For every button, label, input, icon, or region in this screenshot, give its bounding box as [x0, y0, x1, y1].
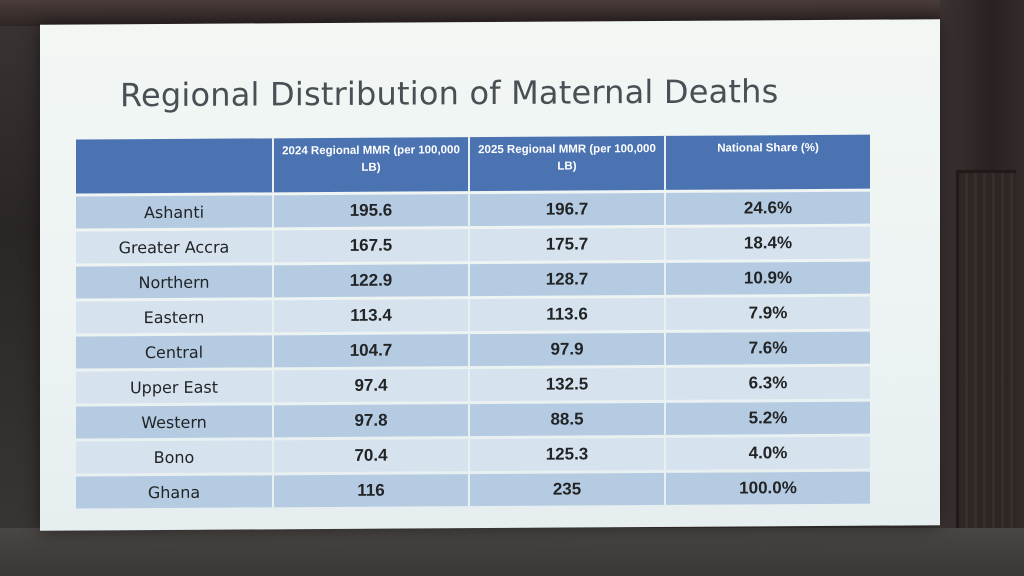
mmr-2025-value: 97.9	[470, 332, 666, 367]
national-share-value: 6.3%	[666, 366, 870, 400]
room-wall-right	[940, 0, 1024, 576]
table-row: Western 97.8 88.5 5.2%	[76, 401, 870, 439]
region-name: Western	[76, 405, 274, 439]
national-share-value: 24.6%	[666, 191, 870, 225]
mmr-2024-value: 122.9	[274, 264, 470, 298]
region-name: Central	[76, 335, 274, 369]
room-floor-area	[0, 528, 1024, 576]
mmr-2025-value: 196.7	[470, 192, 666, 227]
national-share-value: 7.9%	[666, 296, 870, 330]
national-share-value: 18.4%	[666, 226, 870, 260]
table-row: Central 104.7 97.9 7.6%	[76, 331, 870, 369]
region-name: Ghana	[76, 475, 274, 509]
mmr-2024-value: 195.6	[274, 194, 470, 228]
mmr-2025-value: 128.7	[470, 262, 666, 297]
mmr-2024-value: 104.7	[274, 334, 470, 368]
national-share-value: 100.0%	[666, 471, 870, 505]
region-name: Upper East	[76, 370, 274, 404]
projection-screen: Regional Distribution of Maternal Deaths…	[40, 19, 940, 531]
mmr-2024-value: 167.5	[274, 229, 470, 263]
header-mmr-2025: 2025 Regional MMR (per 100,000 LB)	[470, 135, 666, 192]
table-row: Upper East 97.4 132.5 6.3%	[76, 366, 870, 404]
national-share-value: 10.9%	[666, 261, 870, 295]
national-share-value: 4.0%	[666, 436, 870, 470]
mmr-2024-value: 70.4	[274, 439, 470, 473]
region-name: Greater Accra	[76, 230, 274, 264]
region-name: Northern	[76, 265, 274, 299]
mmr-2025-value: 88.5	[470, 402, 666, 437]
mmr-2025-value: 125.3	[470, 437, 666, 472]
mmr-2024-value: 97.4	[274, 369, 470, 403]
table-row: Northern 122.9 128.7 10.9%	[76, 261, 870, 299]
table-row: Bono 70.4 125.3 4.0%	[76, 436, 870, 474]
wall-panel	[956, 170, 1016, 576]
header-mmr-2024: 2024 Regional MMR (per 100,000 LB)	[274, 137, 470, 193]
region-name: Ashanti	[76, 195, 274, 229]
slide-title: Regional Distribution of Maternal Deaths	[120, 72, 779, 115]
table-row: Ghana 116 235 100.0%	[76, 471, 870, 509]
table-header-row: 2024 Regional MMR (per 100,000 LB) 2025 …	[76, 134, 870, 194]
header-region	[76, 138, 274, 194]
region-name: Eastern	[76, 300, 274, 334]
mmr-2024-value: 113.4	[274, 299, 470, 333]
mmr-2025-value: 132.5	[470, 367, 666, 402]
maternal-deaths-table: 2024 Regional MMR (per 100,000 LB) 2025 …	[76, 132, 870, 512]
region-name: Bono	[76, 440, 274, 474]
mmr-2025-value: 175.7	[470, 227, 666, 262]
national-share-value: 7.6%	[666, 331, 870, 365]
table-row: Ashanti 195.6 196.7 24.6%	[76, 191, 870, 229]
mmr-2024-value: 97.8	[274, 404, 470, 438]
mmr-2024-value: 116	[274, 474, 470, 508]
table-row: Greater Accra 167.5 175.7 18.4%	[76, 226, 870, 264]
header-national-share: National Share (%)	[666, 134, 870, 190]
table-row: Eastern 113.4 113.6 7.9%	[76, 296, 870, 334]
mmr-2025-value: 113.6	[470, 297, 666, 332]
national-share-value: 5.2%	[666, 401, 870, 435]
mmr-2025-value: 235	[470, 472, 666, 507]
